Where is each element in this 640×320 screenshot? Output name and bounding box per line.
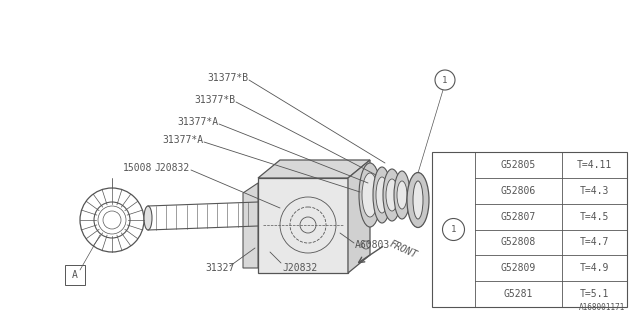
Bar — [65, 265, 85, 285]
Text: A168001171: A168001171 — [579, 303, 625, 313]
Text: 31377*B: 31377*B — [207, 73, 248, 83]
Text: FRONT: FRONT — [388, 238, 419, 260]
Text: G52805: G52805 — [501, 160, 536, 170]
Text: 31377*A: 31377*A — [162, 135, 203, 145]
Text: 31377*B: 31377*B — [194, 95, 235, 105]
Circle shape — [362, 201, 370, 209]
Ellipse shape — [383, 169, 401, 221]
Ellipse shape — [144, 206, 152, 230]
Bar — [258, 178, 348, 273]
Text: J20832: J20832 — [282, 263, 317, 273]
Ellipse shape — [413, 181, 423, 219]
Polygon shape — [243, 183, 258, 268]
Text: G52809: G52809 — [501, 263, 536, 273]
Circle shape — [362, 241, 370, 249]
Text: T=4.5: T=4.5 — [580, 212, 609, 221]
Ellipse shape — [373, 167, 391, 223]
Text: G5281: G5281 — [504, 289, 533, 299]
Text: T=4.7: T=4.7 — [580, 237, 609, 247]
Text: 1: 1 — [451, 225, 456, 234]
Text: A: A — [72, 270, 78, 280]
Text: 31327: 31327 — [205, 263, 234, 273]
Text: T=4.9: T=4.9 — [580, 263, 609, 273]
Text: G52807: G52807 — [501, 212, 536, 221]
Ellipse shape — [386, 179, 398, 211]
Text: T=5.1: T=5.1 — [580, 289, 609, 299]
Text: J20832: J20832 — [155, 163, 190, 173]
Ellipse shape — [359, 163, 381, 227]
Polygon shape — [348, 160, 370, 273]
Text: T=4.3: T=4.3 — [580, 186, 609, 196]
Ellipse shape — [376, 177, 388, 213]
Ellipse shape — [394, 171, 410, 219]
Polygon shape — [258, 160, 370, 178]
Text: T=4.11: T=4.11 — [577, 160, 612, 170]
Text: G52806: G52806 — [501, 186, 536, 196]
Ellipse shape — [397, 181, 407, 209]
Ellipse shape — [362, 173, 378, 217]
Text: A60803: A60803 — [355, 240, 390, 250]
Text: 15008: 15008 — [124, 163, 153, 173]
Text: 31377*A: 31377*A — [177, 117, 218, 127]
Text: G52808: G52808 — [501, 237, 536, 247]
Text: 1: 1 — [442, 76, 448, 84]
Bar — [432, 152, 627, 307]
Ellipse shape — [407, 172, 429, 228]
